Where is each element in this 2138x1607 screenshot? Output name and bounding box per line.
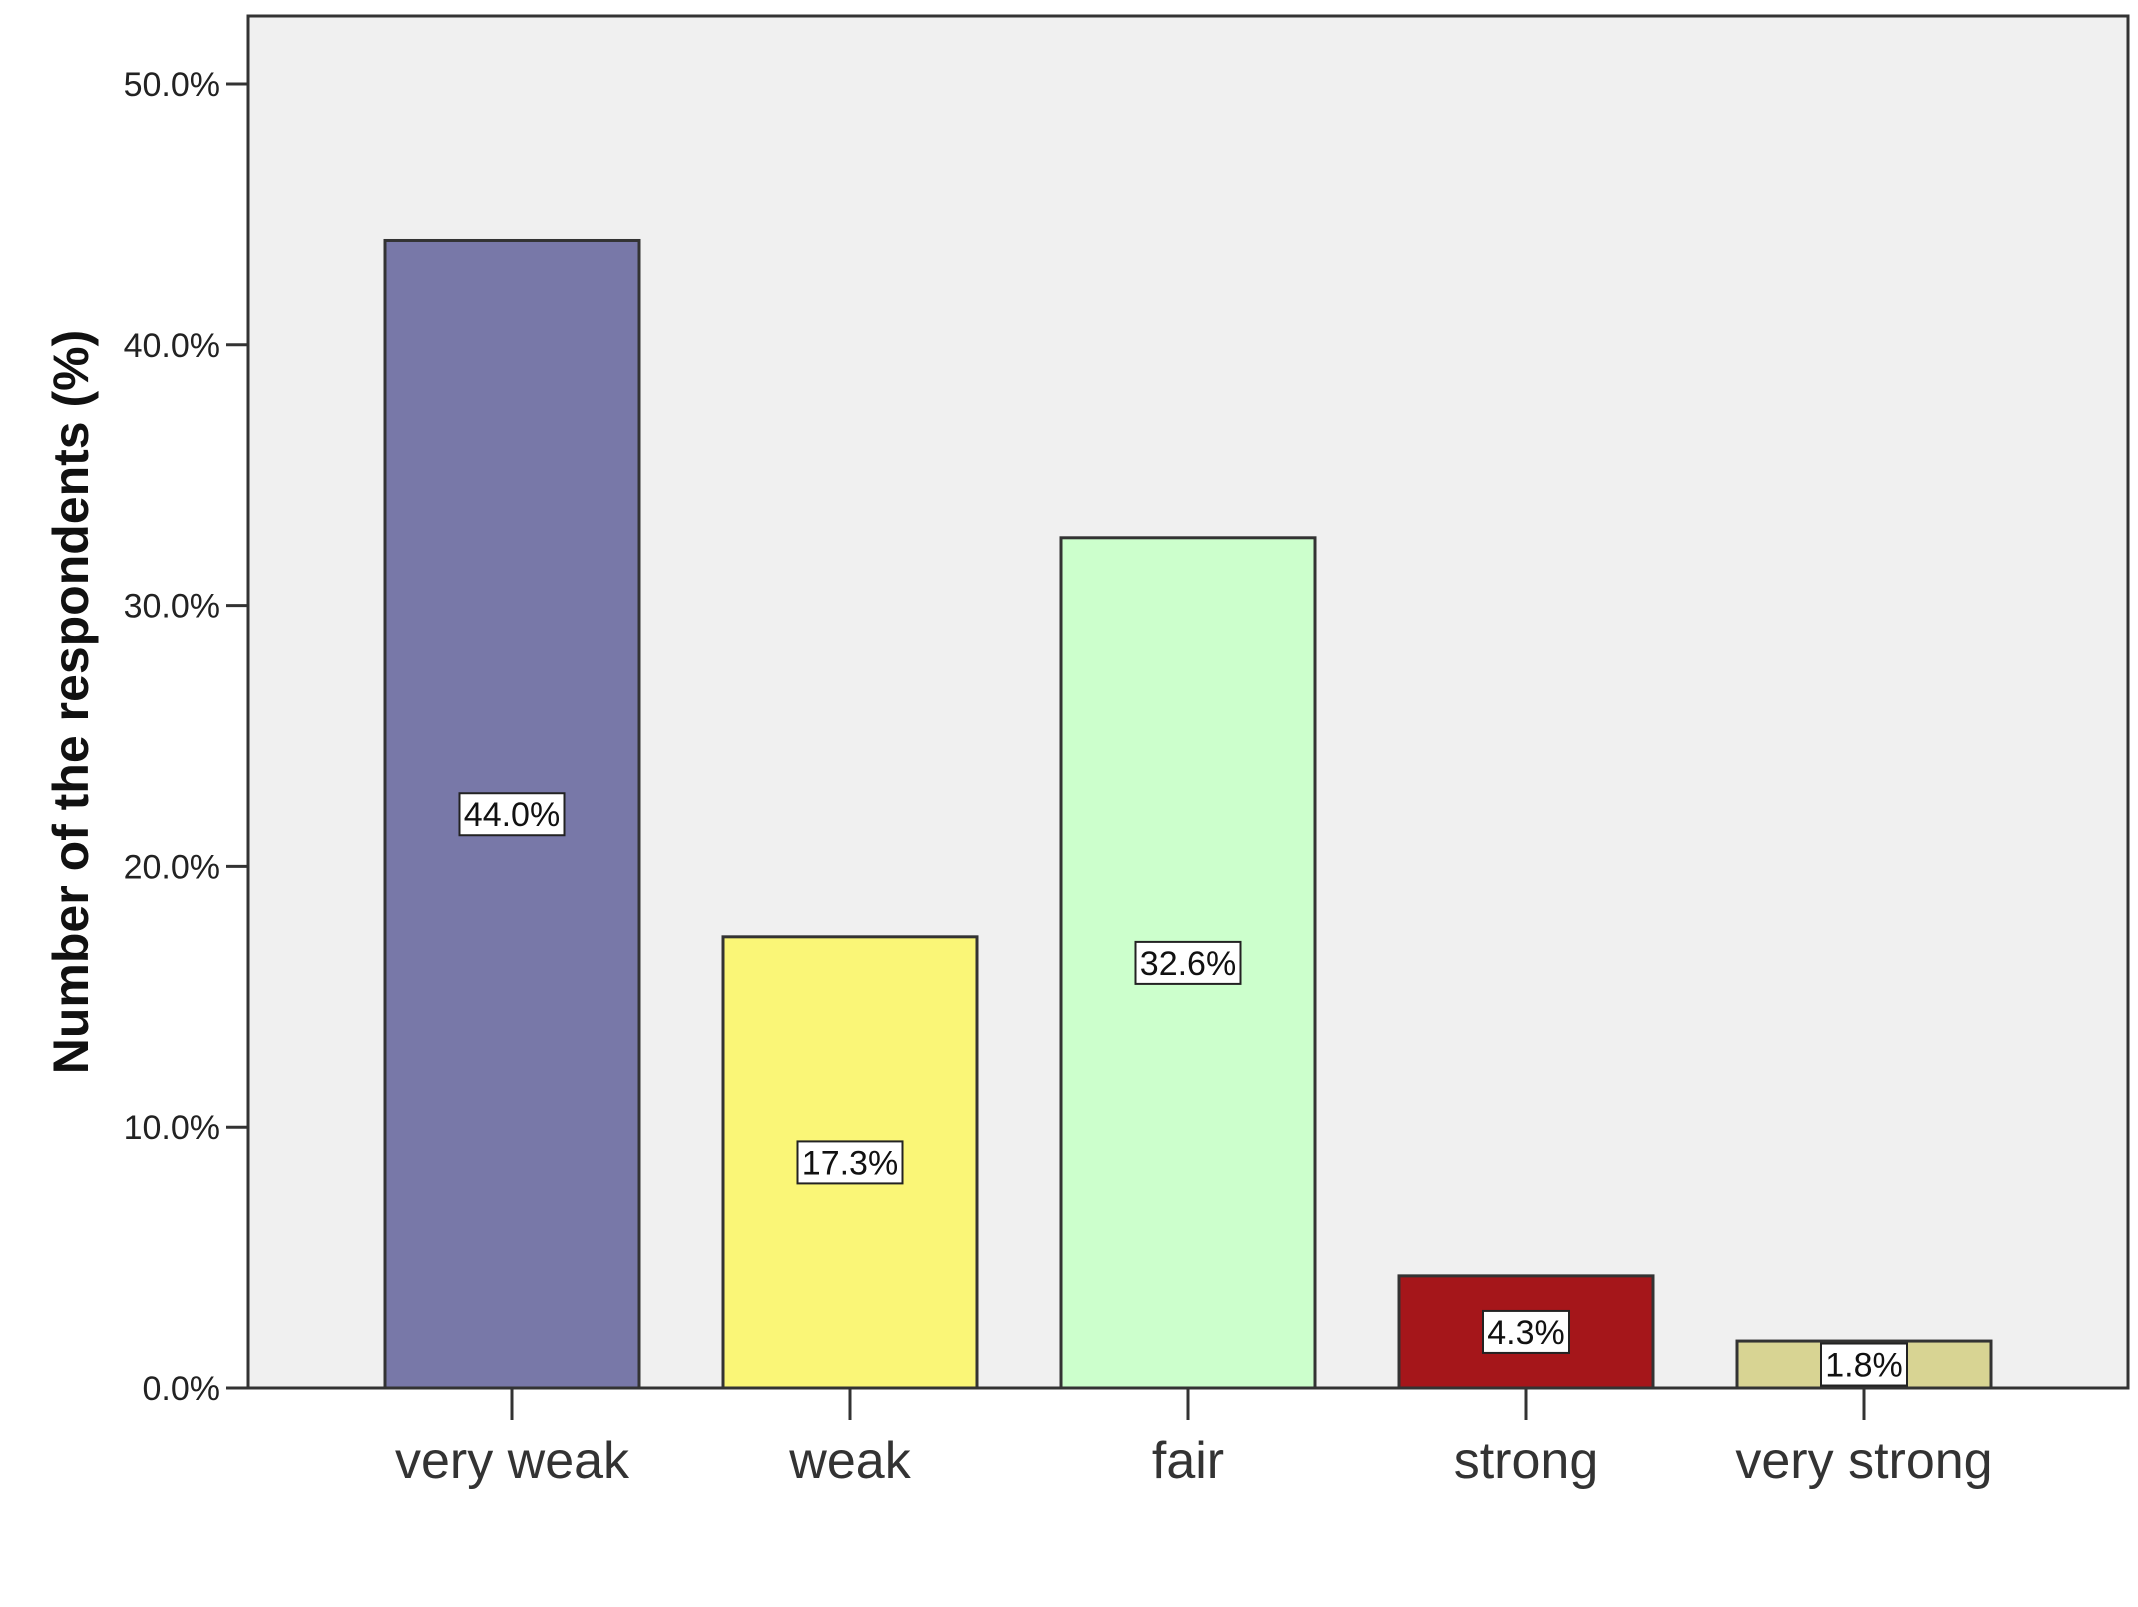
x-category-label: strong [1454, 1432, 1599, 1490]
data-label-box [458, 792, 566, 837]
data-label-box [796, 1140, 904, 1185]
data-label-box [1482, 1309, 1570, 1354]
data-label: 17.3% [802, 1144, 898, 1182]
data-label-box [1134, 940, 1242, 985]
data-label: 32.6% [1140, 945, 1236, 983]
x-axis: very weak weak fair strong very strong [395, 1388, 1993, 1490]
y-tick-label: 10.0% [124, 1109, 220, 1147]
x-category-label: fair [1152, 1432, 1224, 1490]
x-category-label: very strong [1735, 1432, 1992, 1490]
data-labels-group: 44.0% 17.3% 32.6% 4.3% 1.8% [458, 792, 1908, 1387]
x-category-label: weak [788, 1432, 911, 1490]
y-tick-label: 30.0% [124, 588, 220, 626]
y-tick-label: 40.0% [124, 327, 220, 365]
data-label-box [1820, 1342, 1908, 1387]
data-label: 1.8% [1825, 1347, 1903, 1385]
x-category-label: very weak [395, 1432, 630, 1490]
bars-group [383, 238, 1993, 1390]
y-tick-label: 0.0% [143, 1370, 221, 1408]
y-axis: 0.0% 10.0% 20.0% 30.0% 40.0% 50.0% [124, 66, 248, 1408]
y-tick-label: 50.0% [124, 66, 220, 104]
data-label: 4.3% [1487, 1314, 1565, 1352]
data-label: 44.0% [464, 796, 560, 834]
y-tick-label: 20.0% [124, 848, 220, 886]
y-axis-title: Number of the respondents (%) [43, 330, 99, 1074]
